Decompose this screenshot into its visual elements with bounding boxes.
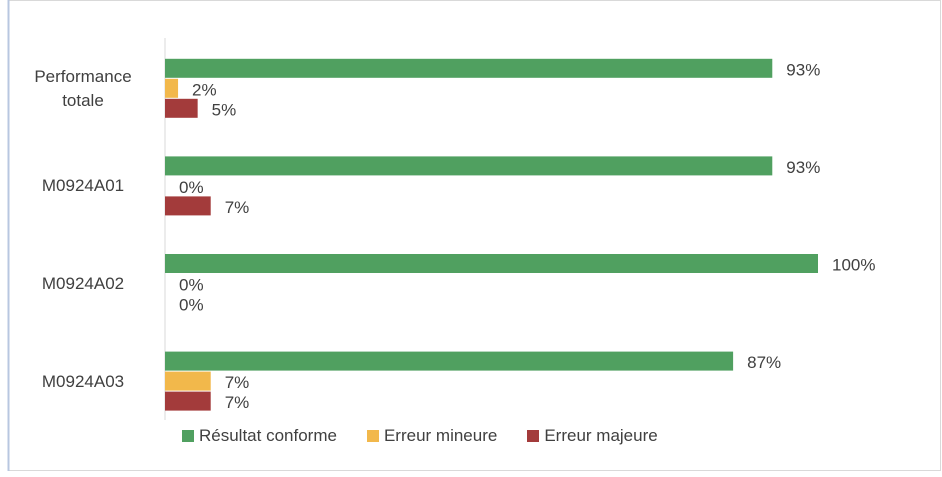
- bar: [165, 351, 734, 371]
- value-label: 7%: [225, 198, 250, 217]
- bar: [165, 196, 211, 216]
- legend-item: Erreur majeure: [527, 426, 658, 446]
- bar: [165, 156, 773, 176]
- bar: [165, 58, 773, 78]
- value-label: 100%: [832, 255, 875, 274]
- legend: Résultat conforme Erreur mineure Erreur ma…: [182, 426, 658, 446]
- legend-label: Résultat conforme: [199, 426, 337, 445]
- value-label: 87%: [747, 353, 781, 372]
- bar: [165, 371, 211, 391]
- value-label: 0%: [179, 275, 204, 294]
- legend-item: Résultat conforme: [182, 426, 337, 446]
- value-label: 0%: [179, 178, 204, 197]
- legend-item: Erreur mineure: [366, 426, 498, 446]
- value-label: 7%: [225, 393, 250, 412]
- legend-swatch: [527, 430, 540, 442]
- legend-swatch: [366, 430, 379, 442]
- value-label: 93%: [786, 60, 820, 79]
- legend-label: Erreur mineure: [383, 426, 498, 445]
- category-label: Performance totale: [34, 66, 132, 110]
- bar: [165, 391, 211, 411]
- category-label: M0924A02: [41, 274, 125, 293]
- value-label: 93%: [786, 158, 820, 177]
- bar: [165, 254, 818, 273]
- bar: [165, 98, 198, 118]
- value-label: 5%: [212, 100, 237, 119]
- value-label: 2%: [192, 80, 217, 99]
- value-label: 0%: [179, 295, 204, 314]
- legend-label: Erreur majeure: [544, 426, 658, 445]
- category-label: M0924A01: [41, 176, 125, 196]
- bar: [165, 78, 179, 98]
- legend-swatch: [182, 430, 194, 442]
- value-label: 7%: [225, 373, 250, 392]
- category-label: M0924A03: [41, 371, 125, 391]
